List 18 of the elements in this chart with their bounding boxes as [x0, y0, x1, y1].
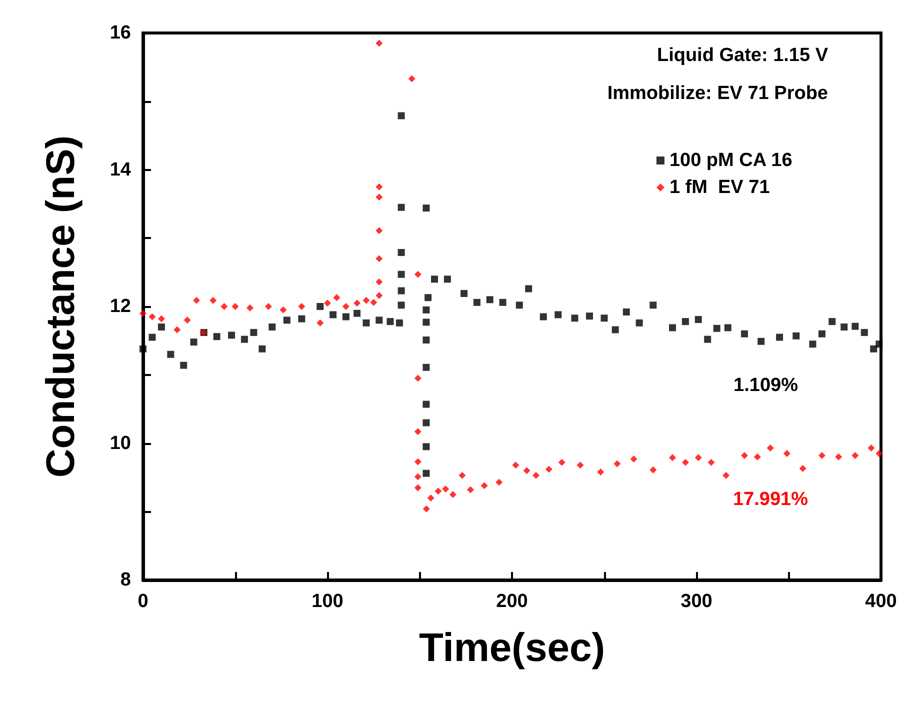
x-tick-label: 400	[865, 591, 897, 612]
x-tick-label: 300	[680, 591, 712, 612]
annotation: Liquid Gate: 1.15 V	[656, 45, 828, 66]
legend-label: 1 fM EV 71	[669, 177, 770, 198]
x-axis-title: Time(sec)	[418, 626, 606, 670]
y-tick-label: 16	[110, 22, 131, 44]
annotation: 1.109%	[734, 375, 798, 396]
x-tick-label: 0	[138, 591, 148, 612]
legend-label: 100 pM CA 16	[669, 150, 792, 171]
y-axis-title: Conductance (nS)	[39, 135, 83, 478]
annotation: Immobilize: EV 71 Probe	[607, 83, 828, 104]
y-tick-label: 8	[120, 570, 131, 590]
annotation: 17.991%	[732, 489, 808, 510]
x-tick-label: 100	[312, 591, 344, 612]
y-tick-label: 12	[110, 296, 131, 317]
x-tick-label: 200	[496, 591, 528, 612]
y-tick-label: 14	[110, 159, 132, 180]
y-tick-label: 10	[110, 432, 131, 454]
